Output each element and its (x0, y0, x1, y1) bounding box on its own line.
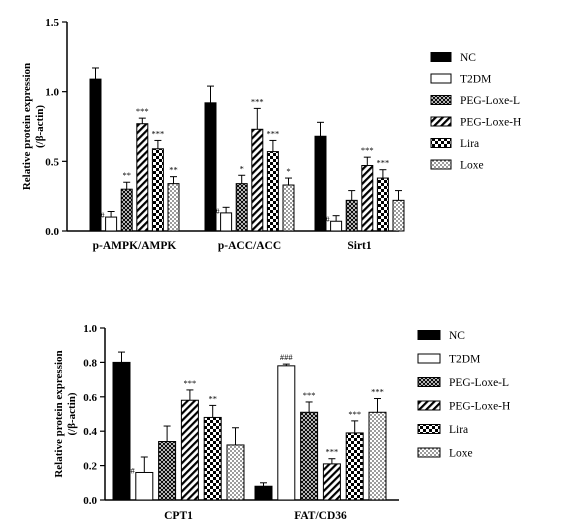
bar-loxe (392, 199, 405, 232)
bar-nc (254, 485, 273, 501)
legend-entry: PEG-Loxe-H (449, 401, 510, 413)
y-axis-label: (/β-actin) (34, 105, 46, 148)
legend-entry: Lira (460, 138, 479, 150)
bar-loxe (167, 183, 180, 232)
y-tick-label: 0.8 (83, 357, 97, 369)
y-axis-label: (/β-actin) (66, 392, 78, 435)
bar-t2dm (220, 212, 233, 232)
bar-t2dm (135, 471, 154, 501)
bar-nc (112, 361, 131, 501)
y-tick-label: 1.5 (45, 17, 59, 29)
bar-lira (203, 416, 222, 501)
legend-swatch (430, 138, 452, 148)
significance-label: ### (207, 206, 221, 216)
bar-peg-loxe-h (180, 399, 199, 501)
significance-label: *** (267, 128, 280, 138)
significance-label: *** (303, 390, 316, 400)
y-tick-label: 0.0 (83, 495, 97, 507)
significance-label: *** (136, 106, 149, 116)
bar-peg-loxe-h (322, 463, 341, 501)
bar-t2dm (105, 216, 118, 232)
x-category-label: CPT1 (164, 510, 193, 522)
bar-peg-loxe-l (235, 183, 248, 232)
y-tick-label: 0.6 (83, 392, 97, 404)
y-tick-label: 1.0 (83, 323, 97, 335)
bar-t2dm (277, 365, 296, 501)
bar-lira (376, 177, 389, 232)
bar-peg-loxe-l (300, 411, 319, 501)
x-category-label: Sirt1 (347, 240, 372, 252)
significance-label: *** (152, 128, 165, 138)
x-category-label: p-AMPK/AMPK (93, 240, 177, 252)
legend-swatch (430, 116, 452, 127)
bar-loxe (368, 411, 387, 501)
y-tick-label: 1.0 (45, 87, 59, 99)
legend-swatch (417, 424, 441, 434)
legend-swatch (430, 159, 452, 170)
bar-peg-loxe-h (251, 128, 264, 232)
bar-lira (266, 151, 279, 232)
significance-label: *** (361, 145, 374, 155)
significance-label: ** (169, 165, 178, 175)
legend-swatch (430, 95, 452, 105)
bar-t2dm (330, 220, 343, 232)
significance-label: *** (371, 387, 384, 397)
x-category-label: p-ACC/ACC (218, 240, 281, 252)
bottom-bar-chart: 0.0 0.2 0.4 0.6 0.8 1.0 Relative protein expre… (53, 323, 510, 522)
bar-peg-loxe-h (136, 123, 149, 232)
bar-lira (345, 432, 364, 501)
legend-swatch (417, 330, 441, 340)
legend-swatch (417, 377, 441, 387)
legend-entry: NC (460, 52, 476, 64)
y-axis-label: Relative protein expression (53, 350, 65, 477)
top-bar-chart: 0.0 0.5 1.0 1.5 Relative protein expression(… (21, 17, 521, 252)
significance-label: ** (122, 170, 131, 180)
legend-entry: PEG-Loxe-L (449, 377, 509, 389)
bar-lira (151, 148, 164, 232)
significance-label: ** (208, 393, 217, 403)
bar-nc (89, 78, 102, 232)
y-axis-label: Relative protein expression (21, 63, 33, 190)
legend-swatch (417, 447, 441, 458)
significance-label: ### (280, 352, 294, 362)
legend-entry: NC (449, 330, 465, 342)
legend-swatch (417, 353, 441, 364)
y-tick-label: 0.2 (83, 461, 97, 473)
bar-loxe (282, 184, 295, 232)
y-tick-label: 0.4 (83, 426, 97, 438)
significance-label: *** (326, 447, 339, 457)
significance-label: ### (317, 214, 331, 224)
significance-label: *** (184, 378, 197, 388)
legend-swatch (430, 73, 452, 84)
bar-peg-loxe-l (158, 441, 177, 501)
bar-peg-loxe-l (120, 188, 133, 232)
significance-label: *** (348, 409, 361, 419)
legend-entry: Loxe (449, 448, 473, 460)
y-tick-label: 0.0 (45, 226, 59, 238)
significance-label: * (286, 166, 290, 176)
legend-entry: PEG-Loxe-L (460, 95, 520, 107)
significance-label: ### (92, 210, 106, 220)
x-category-label: FAT/CD36 (294, 510, 347, 522)
significance-label: *** (377, 158, 390, 168)
legend-entry: PEG-Loxe-H (460, 117, 521, 129)
legend-swatch (430, 52, 452, 62)
legend-entry: T2DM (460, 74, 491, 86)
legend-entry: Lira (449, 424, 468, 436)
legend-entry: T2DM (449, 354, 480, 366)
legend-swatch (417, 400, 441, 411)
bar-loxe (226, 444, 245, 501)
y-tick-label: 0.5 (45, 156, 59, 168)
bar-peg-loxe-h (361, 165, 374, 232)
significance-label: * (240, 163, 244, 173)
significance-label: ### (122, 465, 136, 475)
legend-entry: Loxe (460, 160, 484, 172)
significance-label: *** (251, 96, 264, 106)
bar-peg-loxe-l (345, 199, 358, 232)
